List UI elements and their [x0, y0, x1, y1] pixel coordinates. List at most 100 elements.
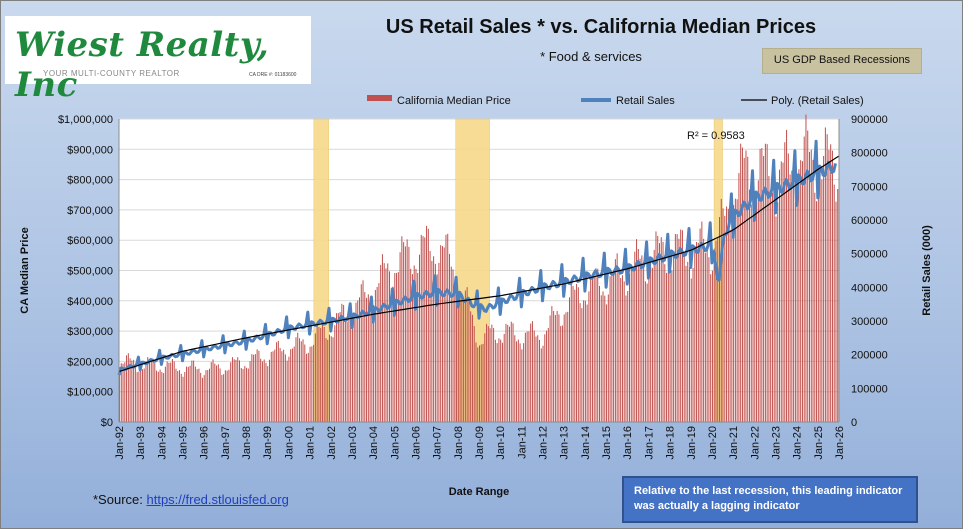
median-price-bar: [254, 354, 256, 422]
median-price-bar: [556, 310, 558, 422]
y-left-tick-label: $0: [101, 417, 113, 429]
median-price-bar: [194, 366, 196, 422]
median-price-bar: [239, 360, 240, 422]
median-price-bar: [673, 255, 675, 422]
median-price-bar: [281, 351, 283, 422]
median-price-bar: [205, 370, 207, 422]
logo-tagline: YOUR MULTI-COUNTY REALTOR: [43, 69, 180, 78]
x-tick-label: Jan-25: [813, 426, 825, 460]
median-price-bar: [373, 305, 375, 422]
median-price-bar: [346, 321, 348, 422]
median-price-bar: [613, 272, 615, 422]
median-price-bar: [756, 200, 758, 422]
y-right-tick-label: 0: [851, 417, 857, 429]
median-price-bar: [171, 359, 173, 422]
median-price-bar: [650, 266, 652, 422]
median-price-bar: [629, 273, 630, 422]
median-price-bar: [577, 287, 579, 422]
median-price-bar: [201, 377, 203, 422]
median-price-bar: [609, 276, 611, 422]
recession-legend-box: US GDP Based Recessions: [762, 48, 922, 74]
median-price-bar: [154, 362, 156, 422]
median-price-bar: [170, 362, 172, 422]
median-price-bar: [791, 170, 793, 422]
median-price-bar: [163, 373, 165, 422]
median-price-bar: [690, 278, 692, 422]
median-price-bar: [237, 357, 239, 422]
median-price-bar: [524, 332, 526, 422]
median-price-bar: [771, 192, 773, 422]
x-tick-label: Jan-15: [601, 426, 613, 460]
x-tick-label: Jan-13: [559, 426, 571, 460]
median-price-bar: [417, 273, 419, 422]
median-price-bar: [595, 268, 597, 422]
median-price-bar: [329, 334, 330, 422]
median-price-bar: [351, 327, 353, 422]
median-price-bar: [433, 256, 435, 422]
median-price-bar: [708, 257, 710, 422]
median-price-bar: [217, 364, 219, 422]
median-price-bar: [826, 134, 828, 422]
median-price-bar: [360, 284, 362, 422]
median-price-bar: [704, 252, 706, 422]
median-price-bar: [579, 303, 581, 422]
source-link[interactable]: https://fred.stlouisfed.org: [146, 492, 289, 507]
x-tick-label: Jan-18: [665, 426, 677, 460]
x-tick-label: Jan-04: [368, 426, 380, 460]
median-price-bar: [337, 313, 339, 422]
median-price-bar: [283, 349, 285, 422]
median-price-bar: [528, 331, 530, 422]
median-price-bar: [803, 136, 805, 422]
median-price-bar: [699, 228, 701, 422]
y-right-tick-label: 100000: [851, 383, 888, 395]
median-price-bar: [189, 365, 191, 422]
median-price-bar: [127, 353, 129, 422]
median-price-bar: [180, 373, 182, 422]
median-price-bar: [793, 178, 795, 422]
median-price-bar: [359, 297, 360, 422]
median-price-bar: [306, 353, 308, 422]
median-price-bar: [694, 246, 696, 422]
median-price-bar: [383, 263, 385, 422]
legend-label-trendline: Poly. (Retail Sales): [771, 95, 864, 107]
median-price-bar: [743, 157, 745, 422]
y-right-tick-label: 200000: [851, 350, 888, 362]
median-price-bar: [124, 362, 126, 422]
median-price-bar: [641, 255, 643, 422]
median-price-bar: [479, 345, 480, 422]
median-price-bar: [466, 287, 468, 422]
median-price-bar: [630, 269, 632, 422]
x-tick-label: Jan-98: [241, 426, 253, 460]
median-price-bar: [503, 333, 505, 422]
median-price-bar: [780, 161, 782, 422]
x-axis-title: Date Range: [449, 486, 510, 498]
median-price-bar: [696, 241, 698, 422]
source-prefix: *Source:: [93, 492, 147, 507]
median-price-bar: [486, 323, 488, 422]
median-price-bar: [334, 325, 336, 422]
median-price-bar: [480, 344, 482, 422]
median-price-bar: [819, 174, 821, 422]
median-price-bar: [750, 204, 752, 422]
median-price-bar: [457, 305, 459, 422]
x-tick-label: Jan-97: [220, 426, 232, 460]
x-tick-label: Jan-02: [326, 426, 338, 460]
median-price-bar: [507, 324, 509, 422]
median-price-bar: [161, 372, 163, 422]
median-price-bar: [741, 147, 743, 422]
median-price-bar: [244, 366, 246, 422]
x-tick-label: Jan-17: [643, 426, 655, 460]
median-price-bar: [576, 283, 578, 422]
median-price-bar: [299, 338, 300, 422]
median-price-bar: [390, 288, 392, 422]
median-price-bar: [399, 252, 401, 422]
median-price-bar: [662, 241, 664, 422]
source-note: *Source: https://fred.stlouisfed.org: [93, 492, 289, 507]
median-price-bar: [692, 268, 694, 422]
median-price-bar: [494, 339, 496, 422]
median-price-bar: [681, 230, 683, 422]
median-price-bar: [766, 144, 768, 423]
median-price-bar: [288, 356, 290, 422]
median-price-bar: [343, 304, 345, 422]
